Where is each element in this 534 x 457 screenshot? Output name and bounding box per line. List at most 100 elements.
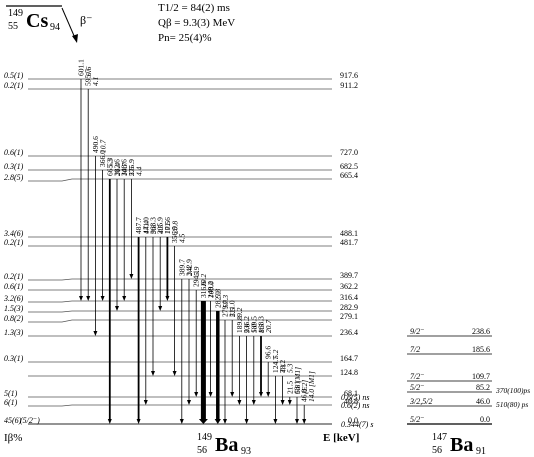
- gamma-intensity-label: 20.7: [264, 320, 273, 333]
- gamma-energy-label: 279.0: [221, 300, 230, 317]
- gamma-energy-label: 78.2: [278, 360, 287, 373]
- gamma-intensity-label: 4.4: [134, 166, 143, 176]
- daughter-mass: 149: [197, 432, 212, 443]
- level-389.7: 0.2(1) 389.7: [4, 271, 358, 281]
- gamma-energy-label: 316.6: [199, 281, 208, 298]
- daughter-symbol: Ba: [215, 434, 239, 456]
- gamma-transition: 248.25.3: [206, 281, 223, 397]
- level-68.1: 5(1) 68.10.6(5) ns: [4, 389, 369, 402]
- parent-n: 94: [50, 22, 60, 33]
- level-energy-label: 917.6: [340, 71, 358, 80]
- gamma-transition: 487.717.4: [134, 217, 151, 424]
- level-energy-label: 362.2: [340, 282, 358, 291]
- neutron-level-85.2: 5/2⁻ 85.2 370(100)ps: [407, 383, 530, 395]
- gamma-transition: 348.65.6: [120, 159, 136, 301]
- neutron-level-109.7: 7/2⁻ 109.7: [407, 372, 492, 382]
- daughter-n: 93: [241, 446, 251, 457]
- gamma-intensity-label: 5.8 [M1]: [293, 367, 302, 394]
- gamma-transition: 294.110.2: [192, 270, 208, 397]
- level-energy-label: 389.7: [340, 271, 358, 280]
- gamma-energy-label: 294.1: [192, 270, 201, 287]
- gamma-transition: 595.74.1: [84, 69, 100, 301]
- neutron-level-half-life: 510(80) ps: [496, 400, 528, 409]
- gamma-energy-label: 342.9: [185, 259, 194, 276]
- level-energy-label: 46.8: [344, 397, 358, 406]
- neutron-daughter-n: 91: [476, 446, 486, 457]
- neutron-daughter-symbol: Ba: [450, 434, 474, 456]
- neutron-level-energy: 0.0: [480, 415, 490, 424]
- neutron-level-energy: 185.6: [472, 345, 490, 354]
- gamma-energy-label: 382.6: [113, 159, 122, 176]
- gamma-intensity-label: 4.1: [278, 364, 287, 373]
- neutron-daughter-mass: 147: [432, 432, 447, 443]
- gamma-intensity-label: 17.4: [142, 221, 151, 234]
- gamma-energy-label: 487.7: [134, 217, 143, 234]
- neutron-level-energy: 238.6: [472, 327, 490, 336]
- level-energy-label: 316.4: [340, 293, 358, 302]
- beta-decay-arrowhead: [72, 34, 78, 43]
- level-energy-label: 282.9: [340, 303, 358, 312]
- level-46.8: 6(1) 46.80.6(2) ns: [4, 397, 369, 410]
- gamma-intensity-label: 20.8: [170, 221, 179, 234]
- level-ib-label: 2.8(5): [4, 173, 24, 182]
- gamma-transition: 601.19.6: [77, 59, 93, 301]
- level-911.2: 0.2(1) 911.2: [4, 81, 358, 90]
- gamma-energy-label: 189.5: [249, 316, 258, 333]
- q-beta-text: Qβ = 9.3(3) MeV: [158, 17, 236, 29]
- neutron-level-185.6: 7/2 185.6: [407, 345, 492, 355]
- neutron-level-spin: 7/2⁻: [410, 372, 424, 381]
- gamma-transition: 46.814.0 [M1]: [300, 371, 316, 424]
- level-362.2: 0.6(1) 362.2: [4, 282, 358, 291]
- level-ib-label: 0.3(1): [4, 354, 24, 363]
- beta-decay-arrow: [61, 7, 76, 39]
- gamma-energy-label: 211.0: [228, 300, 237, 317]
- level-energy-label: 665.4: [340, 171, 358, 180]
- gamma-transition: 236.25.0: [242, 316, 259, 424]
- gamma-intensity-label: 100.0: [206, 281, 215, 298]
- neutron-level-spin: 5/2⁻: [410, 383, 424, 392]
- gamma-intensity-label: 9.6: [242, 323, 251, 333]
- gamma-transition: 78.25.3: [278, 360, 295, 405]
- energy-axis-label: E [keV]: [323, 432, 360, 444]
- gamma-intensity-label: 21.4: [113, 163, 122, 176]
- gamma-transition: 282.957.3: [213, 291, 230, 424]
- half-life-text: T1/2 = 84(2) ms: [158, 2, 230, 14]
- gamma-transition: 211.09.2: [228, 300, 244, 397]
- level-energy-label: 124.8: [340, 368, 358, 377]
- gamma-transition: 490.610.7: [91, 136, 107, 336]
- pn-text: Pn= 25(4)%: [158, 32, 212, 44]
- gamma-energy-label: 601.1: [77, 59, 86, 76]
- level-ib-label: 0.2(1): [4, 238, 24, 247]
- gamma-transition: 356.94.5: [170, 226, 187, 376]
- gamma-energy-label: 205.9: [156, 217, 165, 234]
- gamma-intensity-label: [E2]: [300, 380, 309, 394]
- gamma-transition: 96.65.2: [264, 346, 280, 397]
- level-665.4: 2.8(5) 665.4: [4, 171, 358, 182]
- gamma-transition: 189.89.6: [235, 316, 251, 405]
- level-282.9: 1.5(3) 282.9: [4, 303, 358, 313]
- neutron-level-spin: 7/2: [410, 345, 420, 354]
- level-488.1: 3.4(6) 488.1: [3, 229, 358, 238]
- level-ib-label: 3.2(6): [3, 294, 24, 303]
- level-727.0: 0.6(1) 727.0: [4, 148, 358, 157]
- level-236.4: 1.3(3) 236.4: [4, 328, 358, 337]
- gamma-energy-label: 171.6: [163, 217, 172, 234]
- gamma-energy-label: 189.8: [235, 316, 244, 333]
- neutron-level-46.0: 3/2,5/2 46.0 510(80) ps: [407, 397, 528, 409]
- level-ib-label: 0.2(1): [4, 81, 24, 90]
- gamma-energy-label: 356.9: [170, 226, 179, 243]
- gamma-energy-label: 441.0: [141, 217, 150, 234]
- gamma-energy-label: 348.6: [120, 159, 129, 176]
- gamma-intensity-label: 10.2: [199, 274, 208, 287]
- level-half-life: 0.6(5) ns: [341, 393, 369, 402]
- level-ib-label: 0.6(1): [4, 148, 24, 157]
- gamma-intensity-label: 5.9: [192, 266, 201, 276]
- neutron-level-energy: 46.0: [476, 397, 490, 406]
- gamma-transition: 68.1[E2]: [293, 380, 309, 424]
- gamma-transition: 363.34.5: [149, 217, 165, 376]
- level-124.8: 124.8: [28, 368, 358, 377]
- neutron-level-238.6: 9/2⁻ 238.6: [407, 327, 492, 337]
- gamma-transition: 189.58.5: [249, 316, 266, 405]
